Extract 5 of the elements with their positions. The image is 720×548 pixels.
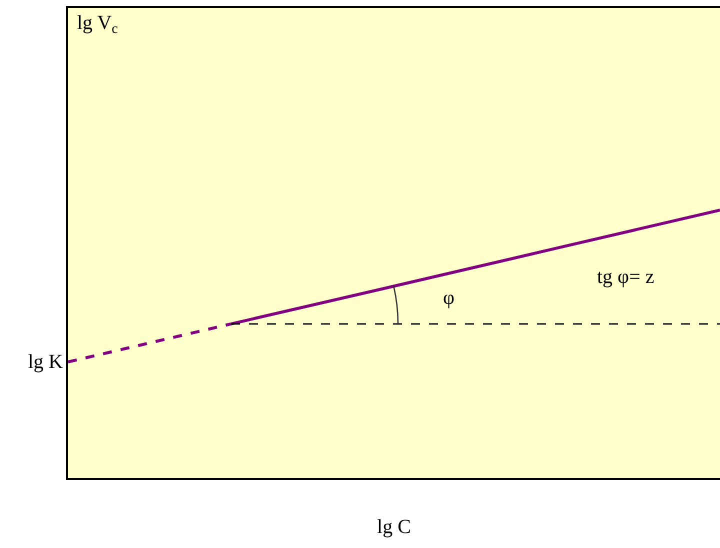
annotation: φ [443,287,455,309]
text: lg K [28,351,64,373]
text: lg V$_{c}$ [77,12,118,38]
annotation: tg φ= z [597,266,654,288]
x-axis-title: lg C [377,516,411,538]
